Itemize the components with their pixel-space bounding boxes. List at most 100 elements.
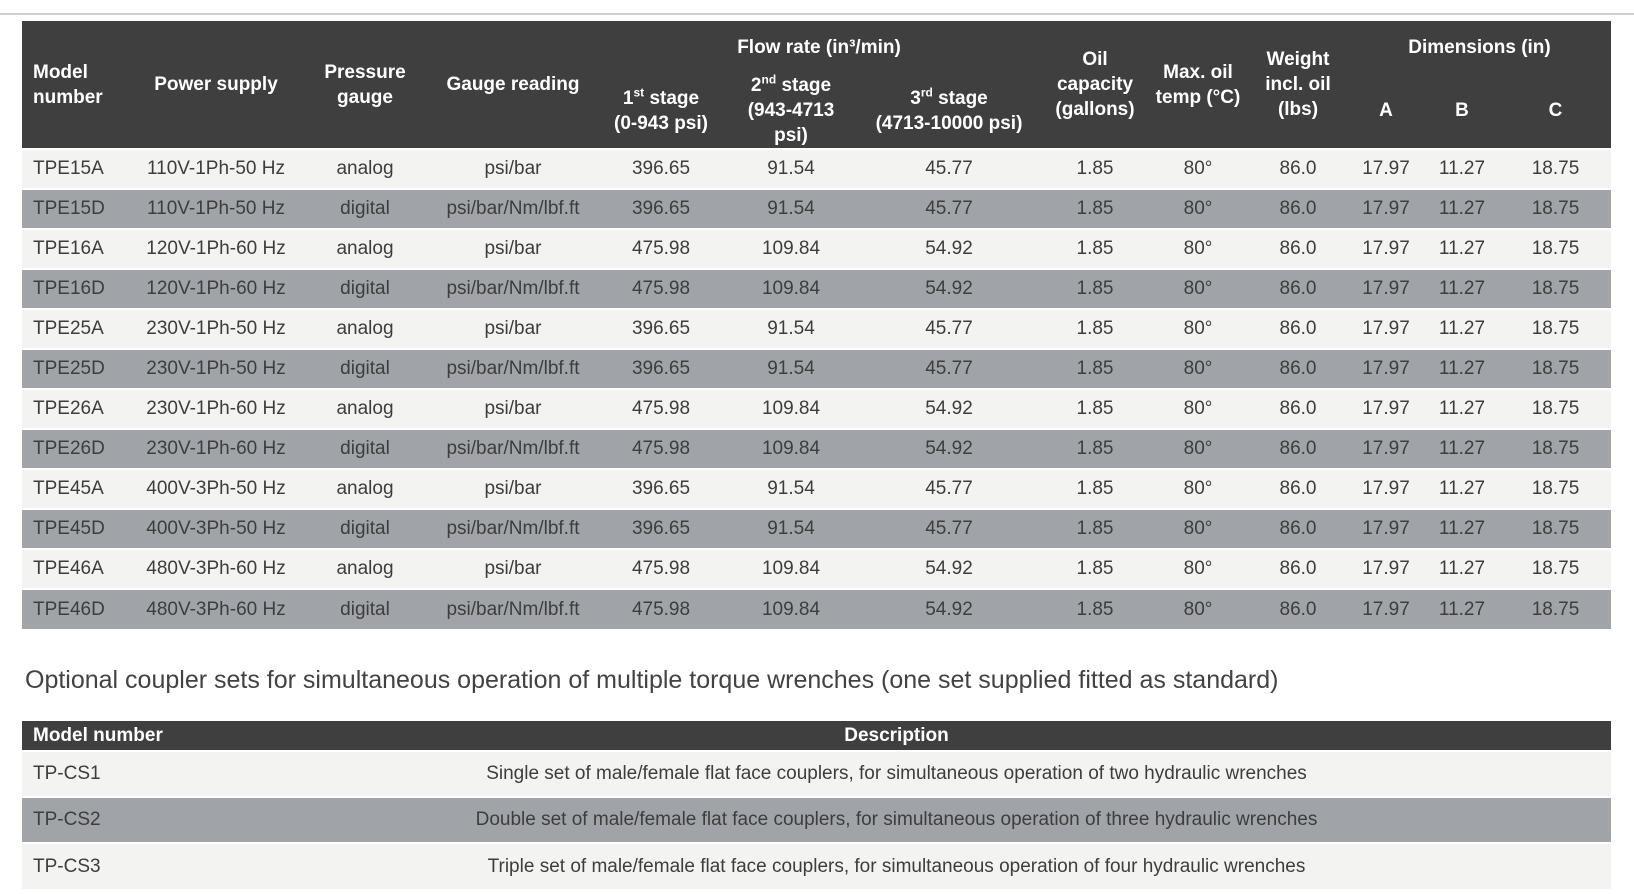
cell-dim-a: 17.97	[1362, 478, 1410, 499]
cell-dim-a: 17.97	[1362, 558, 1410, 579]
cell-dim-c: 18.75	[1531, 398, 1580, 419]
cell-dim-b: 11.27	[1438, 318, 1486, 339]
cell-model-number: TPE45D	[33, 518, 105, 539]
cell-model-number: TPE25D	[33, 358, 105, 379]
cell-dim-a: 17.97	[1362, 398, 1410, 419]
cell-gauge-reading: psi/bar	[484, 318, 542, 339]
spec-table-row: TPE46D 480V-3Ph-60 Hz digital psi/bar/Nm…	[22, 589, 1611, 629]
col-header-model-number: Model number	[22, 21, 132, 149]
cell-dim-c: 18.75	[1531, 558, 1580, 579]
col-header-pressure-gauge: Pressure gauge	[300, 21, 430, 149]
coupler-sets-table: Model number Description TP-CS1 Single s…	[22, 721, 1611, 889]
coupler-table-body: TP-CS1 Single set of male/female flat fa…	[22, 751, 1611, 889]
cell-oil-capacity: 1.85	[1076, 478, 1114, 499]
cell-max-oil-temp: 80°	[1183, 478, 1213, 499]
col-header-weight: Weight incl. oil (lbs)	[1248, 21, 1348, 149]
spec-table-row: TPE15A 110V-1Ph-50 Hz analog psi/bar 396…	[22, 149, 1611, 189]
cell-flow-stage-2: 109.84	[761, 398, 821, 419]
spec-table-header: Model number Power supply Pressure gauge…	[22, 21, 1611, 149]
cell-flow-stage-2: 109.84	[761, 558, 821, 579]
stage-1-range: (0-943 psi)	[614, 112, 708, 134]
stage-3-label: 3rd stage	[910, 85, 988, 109]
pump-spec-table: Model number Power supply Pressure gauge…	[22, 21, 1611, 629]
cell-dim-b: 11.27	[1438, 478, 1486, 499]
coupler-table-header: Model number Description	[22, 721, 1611, 751]
cell-max-oil-temp: 80°	[1183, 318, 1213, 339]
spec-table-row: TPE16A 120V-1Ph-60 Hz analog psi/bar 475…	[22, 229, 1611, 269]
cell-oil-capacity: 1.85	[1076, 198, 1114, 219]
cell-dim-a: 17.97	[1362, 598, 1410, 620]
cell-flow-stage-1: 396.65	[631, 158, 691, 179]
cell-flow-stage-1: 396.65	[631, 318, 691, 339]
cell-weight: 86.0	[1279, 518, 1317, 539]
cell-flow-stage-1: 396.65	[631, 478, 691, 499]
col-header-power-supply: Power supply	[132, 21, 300, 149]
cell-dim-c: 18.75	[1531, 518, 1580, 539]
cell-max-oil-temp: 80°	[1183, 598, 1213, 620]
stage-2-range: (943-4713 psi)	[747, 100, 835, 146]
cell-dim-a: 17.97	[1362, 158, 1410, 179]
cell-gauge-reading: psi/bar/Nm/lbf.ft	[446, 278, 580, 299]
spec-table-row: TPE26D 230V-1Ph-60 Hz digital psi/bar/Nm…	[22, 429, 1611, 469]
cell-oil-capacity: 1.85	[1076, 238, 1114, 259]
cell-flow-stage-3: 54.92	[925, 398, 973, 419]
cell-gauge-reading: psi/bar	[484, 478, 542, 499]
cell-pressure-gauge: analog	[336, 478, 394, 499]
cell-dim-b: 11.27	[1438, 598, 1486, 620]
top-divider-line	[0, 13, 1634, 15]
cell-dim-b: 11.27	[1438, 398, 1486, 419]
cell-oil-capacity: 1.85	[1076, 438, 1114, 459]
cell-flow-stage-2: 109.84	[761, 278, 821, 299]
cell-gauge-reading: psi/bar	[484, 398, 542, 419]
cell-coupler-model: TP-CS1	[33, 763, 101, 784]
cell-model-number: TPE15D	[33, 198, 105, 219]
col-header-stage-3: 3rd stage (4713-10000 psi)	[856, 73, 1042, 149]
cell-flow-stage-3: 54.92	[925, 558, 973, 579]
cell-flow-stage-1: 396.65	[631, 198, 691, 219]
cell-gauge-reading: psi/bar/Nm/lbf.ft	[446, 198, 580, 219]
cell-gauge-reading: psi/bar/Nm/lbf.ft	[446, 438, 580, 459]
cell-flow-stage-1: 396.65	[631, 358, 691, 379]
cell-oil-capacity: 1.85	[1076, 598, 1114, 620]
cell-max-oil-temp: 80°	[1183, 158, 1213, 179]
cell-flow-stage-3: 45.77	[925, 158, 973, 179]
cell-max-oil-temp: 80°	[1183, 438, 1213, 459]
spec-header-row-2: 1st stage (0-943 psi) 2nd stage (943-471…	[22, 73, 1611, 149]
cell-coupler-model: TP-CS2	[33, 809, 101, 830]
cell-dim-c: 18.75	[1531, 278, 1580, 299]
cell-oil-capacity: 1.85	[1076, 518, 1114, 539]
spec-table-row: TPE15D 110V-1Ph-50 Hz digital psi/bar/Nm…	[22, 189, 1611, 229]
cell-weight: 86.0	[1279, 198, 1317, 219]
cell-pressure-gauge: analog	[336, 558, 394, 579]
col-header-max-oil-temp: Max. oil temp (°C)	[1148, 21, 1248, 149]
cell-weight: 86.0	[1279, 478, 1317, 499]
cell-gauge-reading: psi/bar	[484, 158, 542, 179]
cell-power-supply: 230V-1Ph-50 Hz	[146, 318, 286, 339]
cell-weight: 86.0	[1279, 158, 1317, 179]
cell-dim-c: 18.75	[1531, 438, 1580, 459]
cell-pressure-gauge: digital	[340, 278, 390, 299]
stage-1-label: 1st stage	[622, 85, 700, 109]
cell-max-oil-temp: 80°	[1183, 198, 1213, 219]
cell-max-oil-temp: 80°	[1183, 398, 1213, 419]
cell-flow-stage-2: 91.54	[767, 198, 815, 219]
cell-dim-b: 11.27	[1438, 358, 1486, 379]
col-header-dim-b: B	[1424, 73, 1500, 149]
col-header-stage-2: 2nd stage (943-4713 psi)	[726, 73, 856, 149]
datasheet-content: Model number Power supply Pressure gauge…	[22, 21, 1611, 889]
cell-dim-b: 11.27	[1438, 158, 1486, 179]
cell-flow-stage-3: 45.77	[925, 198, 973, 219]
cell-flow-stage-3: 54.92	[925, 598, 973, 620]
cell-oil-capacity: 1.85	[1076, 358, 1114, 379]
spec-table-row: TPE46A 480V-3Ph-60 Hz analog psi/bar 475…	[22, 549, 1611, 589]
cell-pressure-gauge: analog	[336, 398, 394, 419]
cell-model-number: TPE46A	[33, 558, 104, 579]
cell-oil-capacity: 1.85	[1076, 278, 1114, 299]
cell-flow-stage-3: 45.77	[925, 318, 973, 339]
cell-coupler-description: Double set of male/female flat face coup…	[475, 809, 1318, 830]
cell-weight: 86.0	[1279, 358, 1317, 379]
cell-dim-c: 18.75	[1531, 478, 1580, 499]
cell-pressure-gauge: digital	[340, 198, 390, 219]
spec-table-body: TPE15A 110V-1Ph-50 Hz analog psi/bar 396…	[22, 149, 1611, 629]
cell-oil-capacity: 1.85	[1076, 318, 1114, 339]
